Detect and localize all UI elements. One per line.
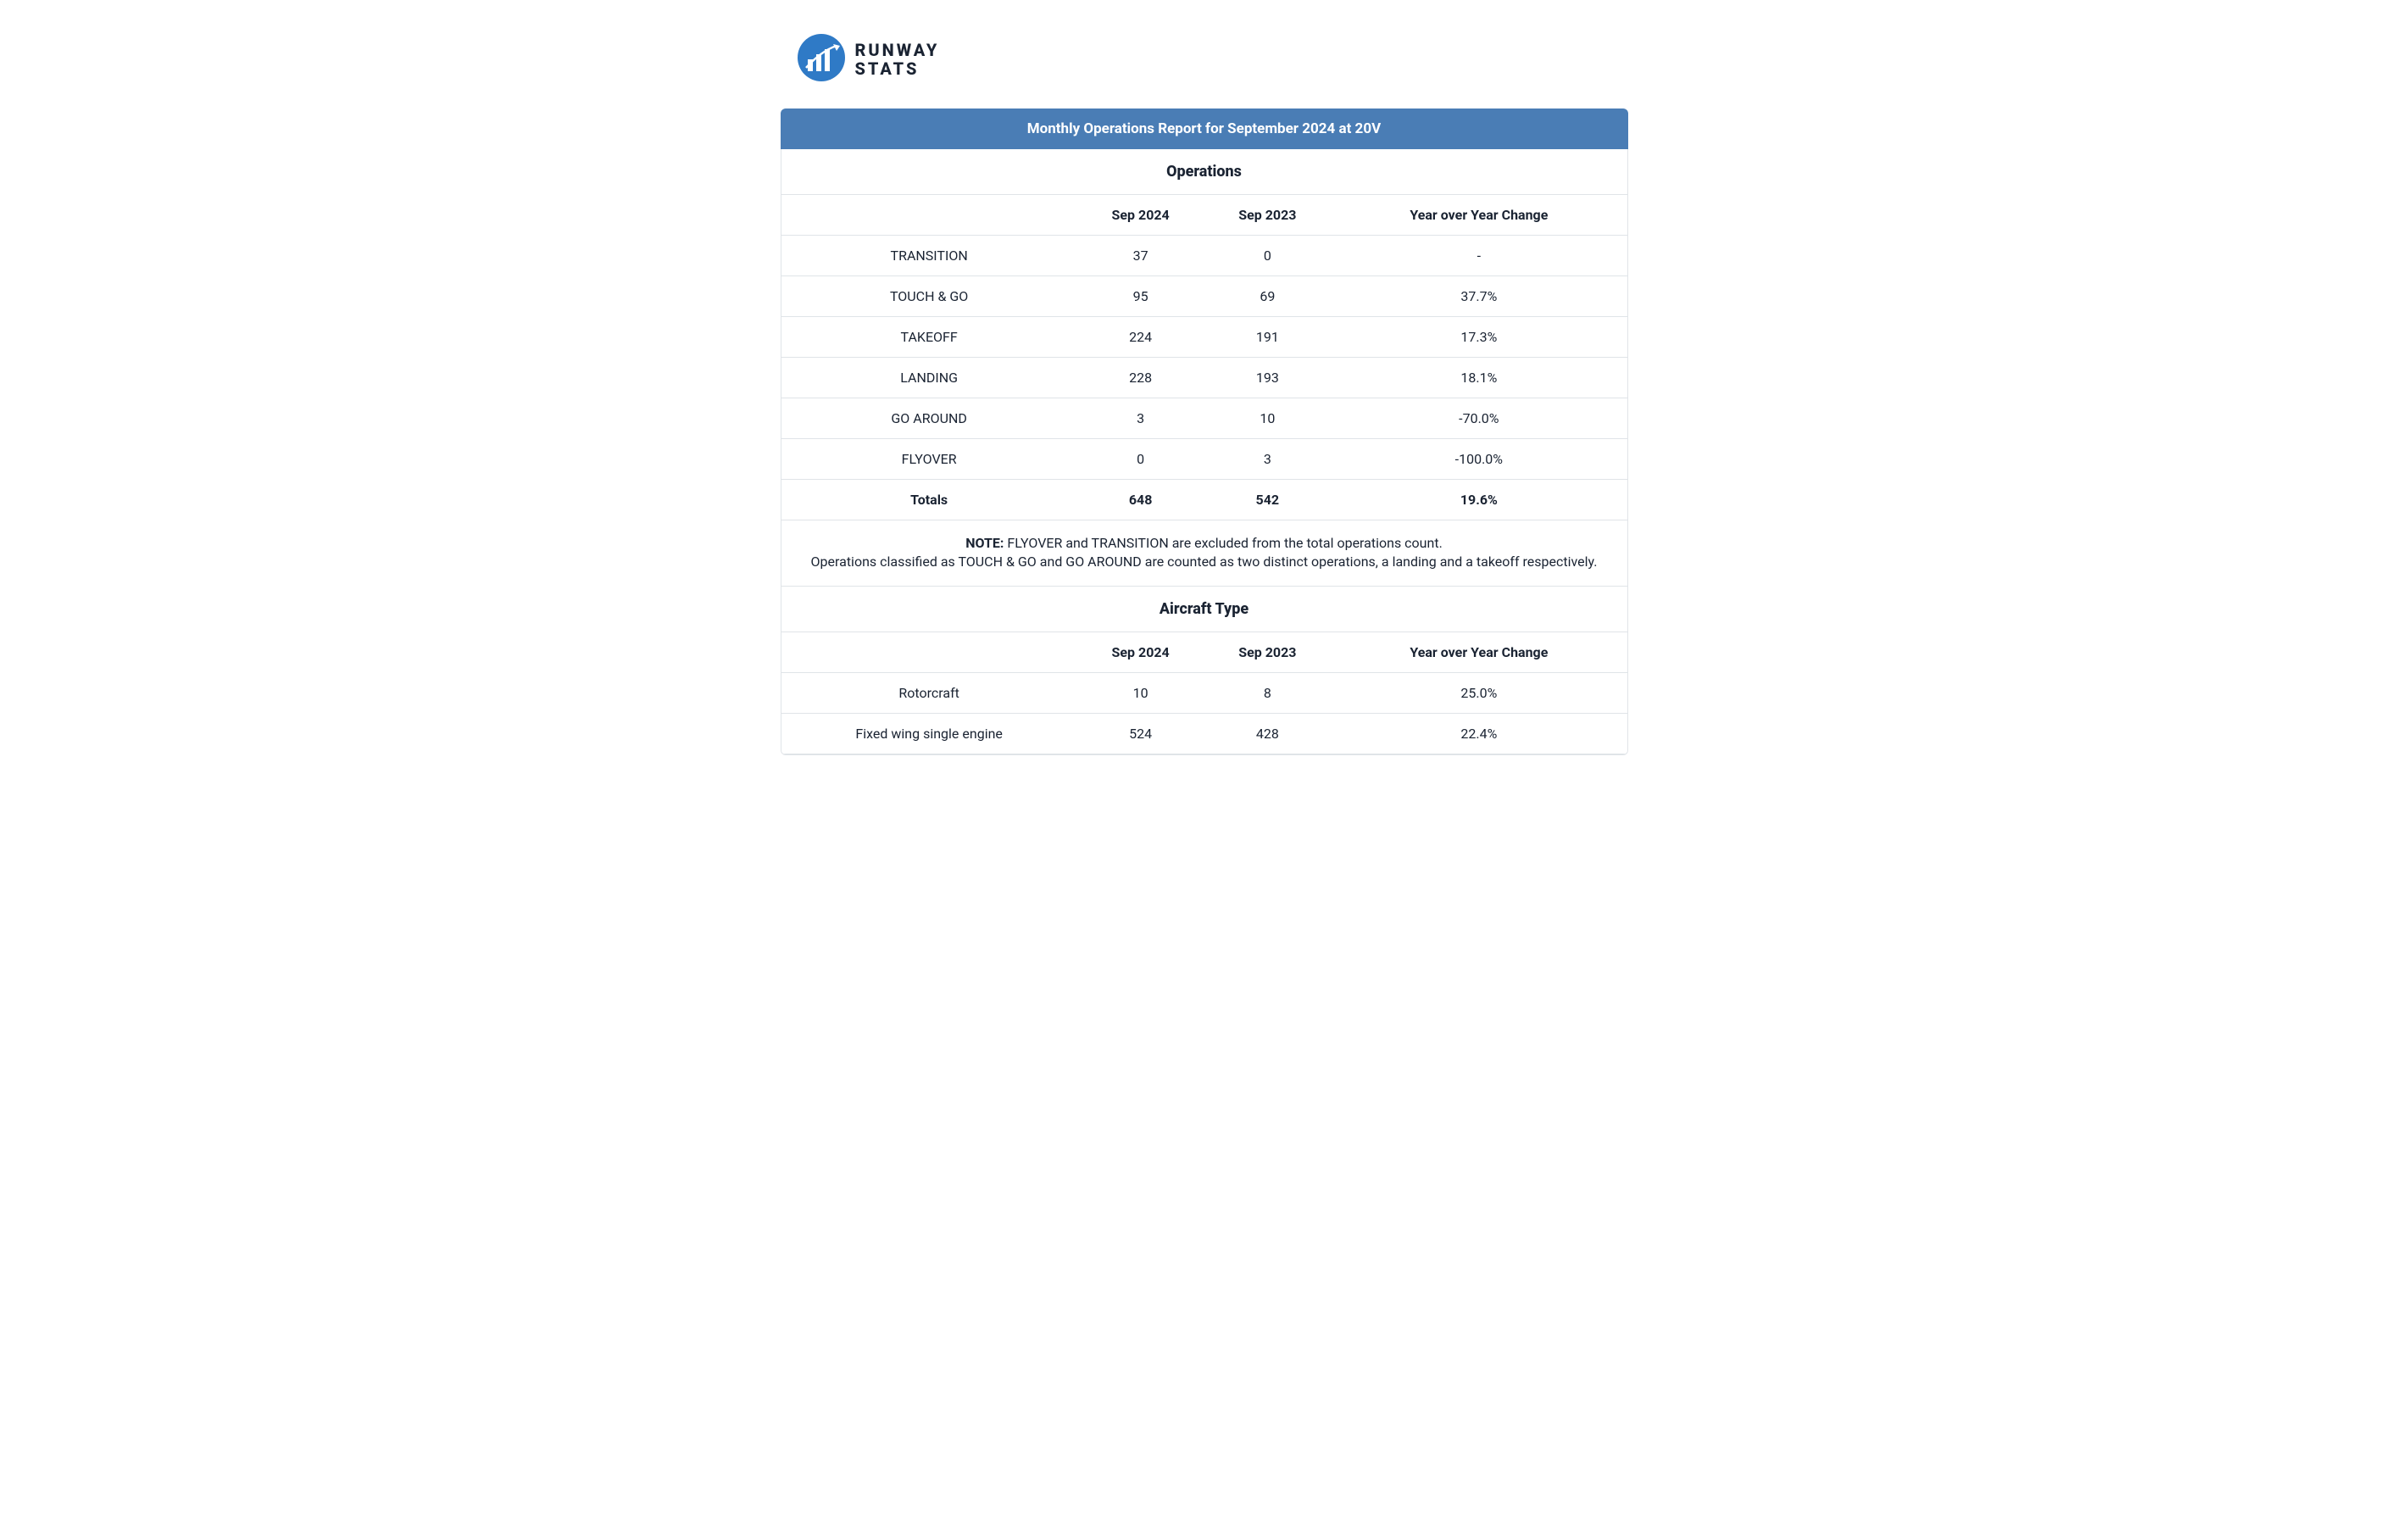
operations-note: NOTE: FLYOVER and TRANSITION are exclude… <box>781 520 1627 587</box>
cell-change: 22.4% <box>1331 713 1627 754</box>
cell-prior: 10 <box>1204 398 1331 439</box>
logo: RUNWAY STATS <box>781 34 1628 85</box>
cell-label: TRANSITION <box>781 236 1077 276</box>
totals-label: Totals <box>781 480 1077 520</box>
tables-wrap: Operations Sep 2024 Sep 2023 Year over Y… <box>781 149 1628 755</box>
operations-totals-row: Totals 648 542 19.6% <box>781 480 1627 520</box>
operations-section-header-row: Operations <box>781 149 1627 195</box>
col-header-label <box>781 195 1077 236</box>
cell-label: LANDING <box>781 358 1077 398</box>
cell-prior: 193 <box>1204 358 1331 398</box>
cell-current: 10 <box>1077 672 1204 713</box>
cell-current: 228 <box>1077 358 1204 398</box>
col-header-current: Sep 2024 <box>1077 195 1204 236</box>
logo-text-line1: RUNWAY <box>855 41 940 59</box>
table-row: LANDING22819318.1% <box>781 358 1627 398</box>
cell-change: 17.3% <box>1331 317 1627 358</box>
cell-prior: 0 <box>1204 236 1331 276</box>
aircraft-column-headers: Sep 2024 Sep 2023 Year over Year Change <box>781 632 1627 672</box>
cell-current: 524 <box>1077 713 1204 754</box>
totals-current: 648 <box>1077 480 1204 520</box>
report-title-bar: Monthly Operations Report for September … <box>781 108 1628 149</box>
cell-label: TOUCH & GO <box>781 276 1077 317</box>
table-row: TOUCH & GO956937.7% <box>781 276 1627 317</box>
note-text-1: FLYOVER and TRANSITION are excluded from… <box>1004 535 1442 551</box>
operations-column-headers: Sep 2024 Sep 2023 Year over Year Change <box>781 195 1627 236</box>
cell-prior: 8 <box>1204 672 1331 713</box>
cell-current: 95 <box>1077 276 1204 317</box>
col-header-label <box>781 632 1077 672</box>
aircraft-section-header: Aircraft Type <box>781 587 1627 632</box>
cell-change: 18.1% <box>1331 358 1627 398</box>
cell-change: 37.7% <box>1331 276 1627 317</box>
col-header-prior: Sep 2023 <box>1204 195 1331 236</box>
table-row: TAKEOFF22419117.3% <box>781 317 1627 358</box>
operations-table: Operations Sep 2024 Sep 2023 Year over Y… <box>781 149 1627 587</box>
table-row: Fixed wing single engine52442822.4% <box>781 713 1627 754</box>
operations-section-header: Operations <box>781 149 1627 195</box>
cell-label: FLYOVER <box>781 439 1077 480</box>
cell-label: Fixed wing single engine <box>781 713 1077 754</box>
logo-icon <box>798 34 845 85</box>
aircraft-section-header-row: Aircraft Type <box>781 587 1627 632</box>
cell-label: GO AROUND <box>781 398 1077 439</box>
note-text-2: Operations classified as TOUCH & GO and … <box>811 554 1598 570</box>
cell-prior: 428 <box>1204 713 1331 754</box>
logo-text: RUNWAY STATS <box>855 41 940 78</box>
col-header-change: Year over Year Change <box>1331 195 1627 236</box>
note-label: NOTE: <box>965 535 1004 551</box>
table-row: Rotorcraft10825.0% <box>781 672 1627 713</box>
cell-change: 25.0% <box>1331 672 1627 713</box>
table-row: GO AROUND310-70.0% <box>781 398 1627 439</box>
cell-label: TAKEOFF <box>781 317 1077 358</box>
cell-current: 3 <box>1077 398 1204 439</box>
cell-change: - <box>1331 236 1627 276</box>
table-row: TRANSITION370- <box>781 236 1627 276</box>
cell-prior: 191 <box>1204 317 1331 358</box>
totals-prior: 542 <box>1204 480 1331 520</box>
cell-prior: 69 <box>1204 276 1331 317</box>
cell-change: -100.0% <box>1331 439 1627 480</box>
cell-current: 0 <box>1077 439 1204 480</box>
report-container: RUNWAY STATS Monthly Operations Report f… <box>781 34 1628 755</box>
cell-current: 37 <box>1077 236 1204 276</box>
cell-prior: 3 <box>1204 439 1331 480</box>
table-row: FLYOVER03-100.0% <box>781 439 1627 480</box>
report-title-text: Monthly Operations Report for September … <box>1027 120 1381 137</box>
aircraft-type-table: Aircraft Type Sep 2024 Sep 2023 Year ove… <box>781 587 1627 754</box>
logo-text-line2: STATS <box>855 59 940 78</box>
col-header-current: Sep 2024 <box>1077 632 1204 672</box>
cell-current: 224 <box>1077 317 1204 358</box>
col-header-prior: Sep 2023 <box>1204 632 1331 672</box>
cell-change: -70.0% <box>1331 398 1627 439</box>
cell-label: Rotorcraft <box>781 672 1077 713</box>
col-header-change: Year over Year Change <box>1331 632 1627 672</box>
totals-change: 19.6% <box>1331 480 1627 520</box>
operations-note-row: NOTE: FLYOVER and TRANSITION are exclude… <box>781 520 1627 587</box>
